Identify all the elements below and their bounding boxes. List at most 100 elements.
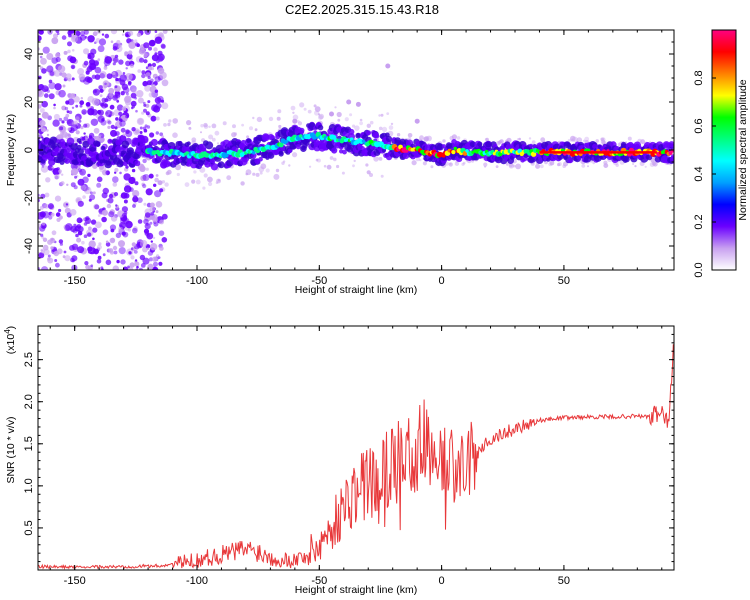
spectrogram-noise-cell: [91, 109, 98, 116]
spectrogram-noise-cell: [92, 31, 98, 37]
spectrogram-band-cell: [295, 144, 301, 150]
snr-background: [38, 326, 674, 570]
spectrogram-x-axis: -150 -100 -50 0 50: [49, 30, 663, 287]
spectrogram-ylabel: Frequency (Hz): [5, 114, 17, 186]
spectrogram-noise-cell: [79, 104, 83, 108]
spectrogram-noise-cell: [39, 120, 46, 127]
spectrogram-halo-cell: [535, 163, 541, 169]
spectrogram-halo-cell: [215, 181, 219, 184]
spectrogram-noise-cell: [54, 259, 58, 262]
spectrogram-halo-cell: [540, 137, 546, 143]
spectrogram-noise-cell: [146, 233, 151, 238]
spectrogram-noise-cell: [97, 255, 102, 260]
spectrogram-noise-cell: [98, 242, 102, 246]
spectrogram-noise-cell: [71, 255, 78, 262]
spectrogram-noise-cell: [110, 129, 117, 137]
spectrogram-noise-cell: [155, 174, 159, 177]
spectrogram-noise-cell: [150, 240, 153, 243]
spectrogram-noise-cell: [39, 205, 44, 210]
spectrogram-halo-cell: [203, 122, 208, 128]
colorbar-tick-label: 0.0: [693, 262, 705, 277]
spectrogram-halo-cell: [388, 125, 394, 130]
spectrogram-band-cell: [258, 156, 263, 162]
spectrogram-noise-cell: [112, 95, 118, 101]
spectrogram-halo-cell: [651, 161, 657, 166]
spectrogram-noise-cell: [78, 73, 86, 81]
spectrogram-halo-cell: [615, 163, 619, 167]
spectrogram-noise-cell: [46, 133, 50, 137]
spectrogram-halo-cell: [531, 140, 536, 145]
x-tick-label: 0: [439, 275, 445, 287]
spectrogram-noise-cell: [71, 259, 75, 263]
spectrogram-halo-cell: [508, 163, 513, 168]
spectrogram-noise-cell: [77, 168, 82, 173]
spectrogram-noise-cell: [75, 116, 80, 121]
spectrogram-noise-cell: [61, 105, 67, 111]
spectrogram-noise-cell: [148, 257, 153, 262]
spectrogram-halo-cell: [419, 135, 424, 141]
spectrogram-noise-cell: [40, 57, 47, 65]
spectrogram-noise-cell: [39, 55, 43, 59]
spectrogram-noise-cell: [107, 120, 112, 125]
snr-multiplier-exp: 4: [3, 329, 12, 334]
spectrogram-band-cell: [64, 158, 70, 164]
spectrogram-halo-cell: [344, 117, 349, 122]
spectrogram-halo-cell: [208, 125, 211, 128]
spectrogram-halo-cell: [592, 161, 595, 165]
spectrogram-noise-cell: [154, 36, 163, 44]
y-tick-label: 1.5: [23, 436, 35, 451]
spectrogram-noise-cell: [120, 259, 126, 265]
spectrogram-blob: [414, 118, 420, 124]
spectrogram-y-axis: -40 -20 0 20 40: [23, 29, 674, 271]
spectrogram-noise-cell: [112, 182, 118, 187]
spectrogram-halo-cell: [498, 140, 502, 144]
spectrogram-halo-cell: [167, 122, 171, 127]
spectrogram-noise-cell: [147, 100, 151, 104]
spectrogram-noise-cell: [149, 206, 156, 212]
spectrogram-noise-cell: [143, 228, 150, 234]
spectrogram-halo-cell: [216, 142, 220, 145]
spectrogram-noise-cell: [152, 236, 156, 240]
spectrogram-band-cell: [278, 151, 284, 157]
spectrogram-noise-cell: [61, 72, 67, 78]
y-tick-label: 0: [23, 147, 35, 153]
spectrogram-noise-cell: [67, 93, 74, 99]
spectrogram-noise-cell: [130, 247, 134, 251]
spectrogram-noise-cell: [112, 62, 116, 66]
spectrogram-noise-cell: [149, 243, 158, 251]
spectrogram-noise-cell: [110, 124, 115, 129]
spectrogram-halo-cell: [172, 132, 178, 138]
spectrogram-noise-cell: [139, 131, 143, 134]
spectrogram-noise-cell: [64, 106, 69, 111]
spectrogram-noise-cell: [88, 240, 96, 248]
spectrogram-noise-cell: [137, 118, 144, 124]
colorbar: 0.0 0.2 0.4 0.6 0.8 Normalized spectral ampl…: [693, 29, 749, 278]
spectrogram-halo-cell: [528, 137, 532, 140]
spectrogram-noise-cell: [102, 209, 108, 216]
spectrogram-band-cell: [186, 141, 191, 146]
spectrogram-noise-cell: [110, 40, 114, 43]
spectrogram-noise-cell: [71, 124, 78, 132]
spectrogram-noise-cell: [67, 41, 72, 47]
spectrogram-noise-cell: [133, 195, 137, 199]
spectrogram-halo-cell: [595, 139, 599, 143]
spectrogram-noise-cell: [127, 228, 132, 232]
spectrogram-noise-cell: [88, 198, 92, 202]
spectrogram-noise-cell: [41, 68, 47, 74]
spectrogram-noise-cell: [96, 182, 102, 188]
spectrogram-noise-cell: [98, 85, 103, 90]
spectrogram-halo-cell: [515, 163, 521, 170]
spectrogram-noise-cell: [149, 40, 156, 46]
spectrogram-noise-cell: [129, 63, 134, 68]
spectrogram-halo-cell: [640, 139, 645, 145]
spectrogram-noise-cell: [77, 68, 85, 75]
spectrogram-noise-cell: [137, 197, 143, 204]
spectrogram-noise-cell: [139, 239, 148, 248]
spectrogram-halo-cell: [548, 162, 553, 167]
spectrogram-noise-cell: [96, 244, 102, 250]
spectrogram-noise-cell: [96, 259, 102, 264]
spectrogram-halo-cell: [549, 160, 555, 166]
spectrogram-noise-cell: [74, 30, 81, 37]
spectrogram-noise-cell: [142, 183, 147, 189]
spectrogram-noise-cell: [48, 93, 55, 100]
